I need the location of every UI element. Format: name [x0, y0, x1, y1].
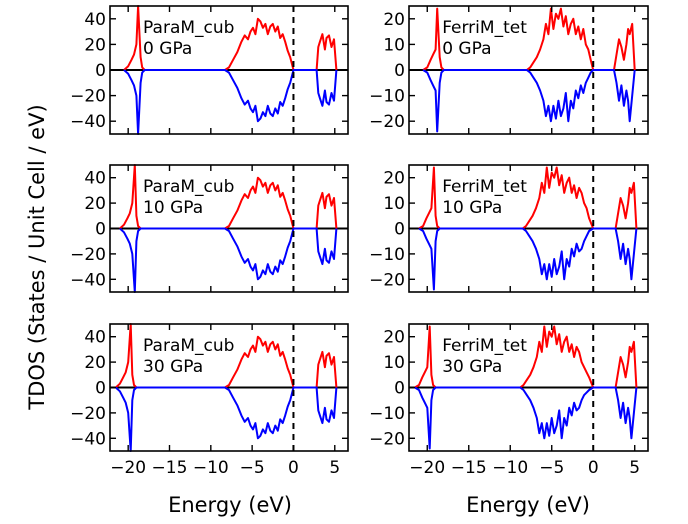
y-tick-label: −20	[369, 270, 405, 290]
series-up	[115, 323, 338, 389]
y-tick-label: 20	[383, 10, 405, 30]
series-up	[119, 164, 338, 230]
series-up	[418, 166, 638, 230]
y-tick-label: 10	[383, 353, 405, 373]
y-tick-label: −20	[70, 87, 106, 107]
y-tick-label: −20	[70, 404, 106, 424]
y-tick-label: 0	[95, 220, 106, 240]
y-tick-label: −40	[70, 112, 106, 132]
y-tick-label: 0	[394, 220, 405, 240]
series-down	[418, 227, 638, 291]
x-tick-label: −15	[152, 458, 188, 478]
y-tick-label: −20	[70, 245, 106, 265]
y-tick-label: 20	[383, 328, 405, 348]
x-tick-label: 5	[329, 458, 340, 478]
y-tick-label: 40	[84, 10, 106, 30]
y-tick-label: −10	[369, 404, 405, 424]
y-tick-label: 20	[383, 169, 405, 189]
x-tick-label: −15	[451, 458, 487, 478]
y-tick-label: 40	[84, 328, 106, 348]
series-down	[115, 386, 338, 452]
panel-phase-label: FerriM_tet	[442, 177, 527, 197]
series-up	[414, 325, 638, 389]
x-tick-label: −5	[539, 458, 564, 478]
x-tick-label: −20	[409, 458, 445, 478]
y-axis-title: TDOS (States / Unit Cell / eV)	[25, 104, 49, 410]
y-tick-label: 0	[95, 379, 106, 399]
series-up	[123, 5, 338, 71]
x-tick-label: 0	[588, 458, 599, 478]
x-tick-label: −20	[110, 458, 146, 478]
y-tick-label: 20	[84, 194, 106, 214]
y-tick-label: 10	[383, 35, 405, 55]
y-tick-label: −40	[70, 270, 106, 290]
series-up	[422, 7, 636, 71]
x-axis-title-left: Energy (eV)	[168, 493, 292, 517]
panel-phase-label: ParaM_cub	[143, 336, 234, 356]
panel-pressure-label: 30 GPa	[442, 357, 502, 377]
x-tick-label: 0	[288, 458, 299, 478]
y-tick-label: 0	[394, 61, 405, 81]
panel-phase-label: FerriM_tet	[442, 336, 527, 356]
series-down	[123, 69, 338, 135]
x-tick-label: 5	[629, 458, 640, 478]
y-tick-label: −10	[369, 87, 405, 107]
panel-pressure-label: 0 GPa	[143, 39, 192, 59]
y-tick-label: 20	[84, 353, 106, 373]
y-tick-label: −20	[369, 112, 405, 132]
y-tick-label: −10	[369, 245, 405, 265]
y-tick-label: 20	[84, 35, 106, 55]
series-down	[119, 227, 338, 293]
panel-pressure-label: 10 GPa	[442, 198, 502, 218]
y-tick-label: −40	[70, 429, 106, 449]
panel-phase-label: FerriM_tet	[442, 18, 527, 38]
series-down	[414, 386, 638, 450]
series-down	[422, 69, 636, 133]
x-axis-title-right: Energy (eV)	[466, 493, 590, 517]
x-tick-label: −5	[240, 458, 265, 478]
x-tick-label: −10	[193, 458, 229, 478]
y-tick-label: 40	[84, 169, 106, 189]
panel-pressure-label: 0 GPa	[442, 39, 491, 59]
panel-pressure-label: 30 GPa	[143, 357, 203, 377]
y-tick-label: 0	[95, 61, 106, 81]
x-tick-label: −10	[492, 458, 528, 478]
panel-phase-label: ParaM_cub	[143, 177, 234, 197]
y-tick-label: −20	[369, 429, 405, 449]
panel-pressure-label: 10 GPa	[143, 198, 203, 218]
y-tick-label: 0	[394, 379, 405, 399]
panel-phase-label: ParaM_cub	[143, 18, 234, 38]
y-tick-label: 10	[383, 194, 405, 214]
